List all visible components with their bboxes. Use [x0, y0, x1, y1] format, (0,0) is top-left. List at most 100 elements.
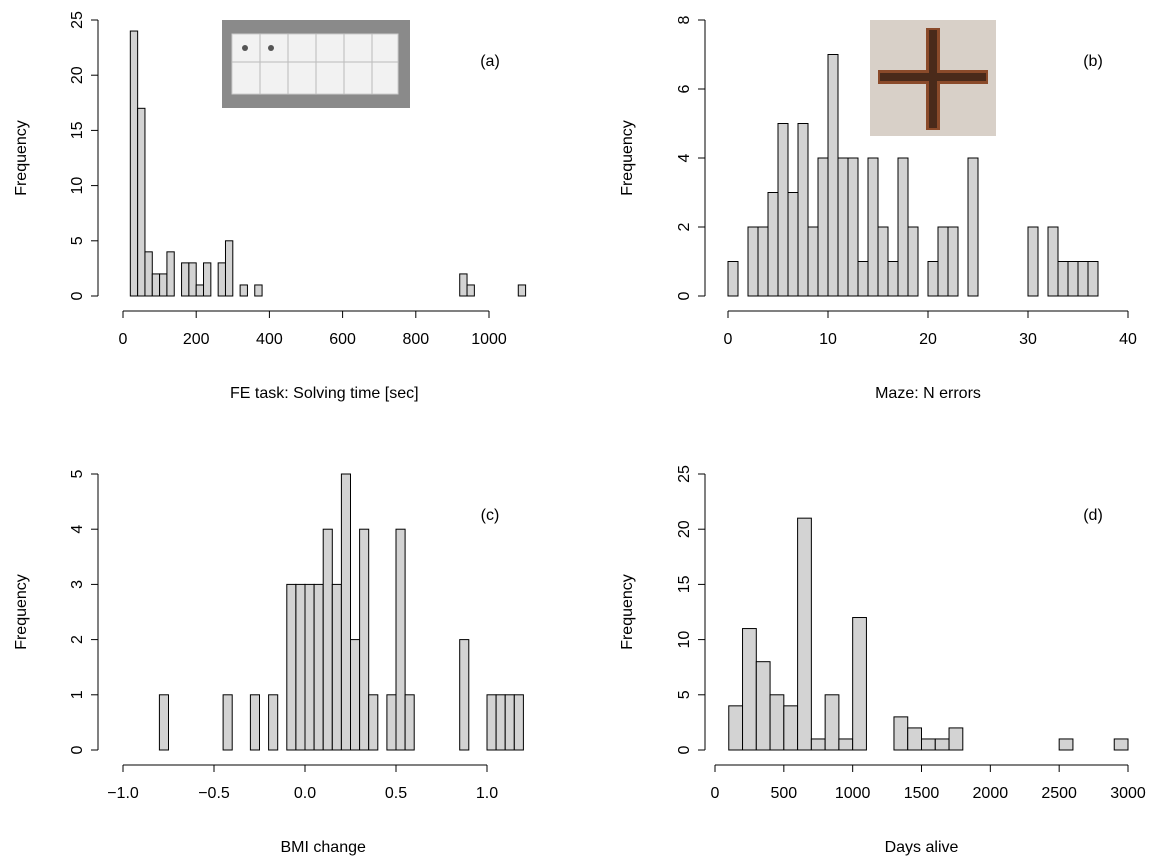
- y-tick-label: 15: [676, 575, 693, 593]
- bar: [937, 226, 949, 297]
- x-tick-label: 0: [119, 331, 128, 348]
- bar: [239, 284, 248, 297]
- y-tick-label: 5: [69, 469, 86, 478]
- bar: [395, 528, 406, 751]
- bar: [827, 54, 839, 297]
- bar: [322, 528, 333, 751]
- x-tick-label: 2500: [1041, 785, 1077, 802]
- panel-annotation: (c): [481, 507, 500, 524]
- y-tick-label: 0: [69, 745, 86, 754]
- y-tick-label: 2: [69, 635, 86, 644]
- bar: [747, 226, 759, 297]
- x-tick-label: 1000: [471, 331, 507, 348]
- bar: [755, 661, 771, 751]
- bar: [513, 694, 524, 751]
- bar: [331, 583, 342, 751]
- bar: [504, 694, 515, 751]
- bar: [222, 694, 233, 751]
- bar: [1067, 261, 1079, 297]
- bar: [948, 727, 964, 751]
- x-tick-label: 800: [402, 331, 429, 348]
- bar: [459, 639, 470, 751]
- bar: [368, 694, 379, 751]
- inset-photo-a: [222, 20, 410, 108]
- x-axis-title: Days alive: [885, 839, 959, 856]
- y-tick-label: 15: [69, 121, 86, 139]
- x-axis-title: FE task: Solving time [sec]: [230, 385, 419, 402]
- bar: [921, 738, 936, 751]
- bar: [129, 30, 139, 297]
- x-tick-label: 1000: [835, 785, 871, 802]
- x-tick-label: 30: [1019, 331, 1037, 348]
- panel-annotation: (d): [1083, 507, 1103, 524]
- bar: [783, 705, 799, 751]
- y-tick-label: 0: [69, 291, 86, 300]
- bar: [158, 694, 169, 751]
- y-tick-label: 5: [69, 236, 86, 245]
- bar: [286, 583, 297, 751]
- bar: [340, 473, 351, 751]
- bar: [159, 273, 168, 297]
- bar: [195, 284, 205, 297]
- bar: [404, 694, 415, 751]
- bar: [466, 284, 475, 297]
- bar: [767, 192, 779, 297]
- y-tick-label: 3: [69, 580, 86, 589]
- y-axis-title: Frequency: [13, 574, 30, 650]
- bar: [838, 738, 854, 751]
- bar: [295, 583, 306, 751]
- x-tick-label: 1500: [904, 785, 940, 802]
- bar: [728, 705, 744, 751]
- bar: [459, 273, 468, 297]
- bar: [144, 251, 153, 297]
- bar: [907, 226, 919, 297]
- x-tick-label: 400: [256, 331, 283, 348]
- bar: [203, 262, 212, 297]
- panel-annotation: (b): [1083, 53, 1103, 70]
- y-tick-label: 25: [69, 11, 86, 29]
- bar: [742, 628, 757, 751]
- bar: [927, 261, 939, 297]
- bar: [495, 694, 506, 751]
- y-tick-label: 20: [676, 520, 693, 538]
- bar: [777, 123, 789, 297]
- bar: [893, 716, 909, 751]
- bar: [877, 226, 889, 297]
- x-tick-label: 0: [724, 331, 733, 348]
- bar: [359, 528, 370, 751]
- x-axis-title: Maze: N errors: [875, 385, 981, 402]
- bar: [837, 157, 849, 297]
- bar: [967, 157, 979, 297]
- bar: [1047, 226, 1059, 297]
- y-tick-label: 10: [69, 177, 86, 195]
- bar: [727, 261, 739, 297]
- bar: [897, 157, 909, 297]
- bar: [181, 262, 190, 297]
- inset-photo-b: [870, 20, 996, 136]
- x-tick-label: 40: [1119, 331, 1137, 348]
- bar: [217, 262, 226, 297]
- y-tick-label: 10: [676, 631, 693, 649]
- x-tick-label: 3000: [1110, 785, 1146, 802]
- bar: [350, 639, 361, 751]
- bar: [249, 694, 260, 751]
- bar: [486, 694, 497, 751]
- y-tick-label: 5: [676, 690, 693, 699]
- bar: [313, 583, 324, 751]
- bar: [807, 226, 819, 297]
- bar: [386, 694, 397, 751]
- bar: [934, 738, 950, 751]
- bar: [797, 123, 809, 297]
- bar: [517, 284, 527, 297]
- bar: [1027, 226, 1039, 297]
- bar: [810, 738, 826, 751]
- bar: [907, 727, 923, 751]
- bar: [166, 251, 175, 297]
- x-tick-label: 20: [919, 331, 937, 348]
- bar: [1087, 261, 1099, 297]
- y-tick-label: 4: [676, 153, 693, 162]
- y-tick-label: 25: [676, 465, 693, 483]
- bar: [137, 107, 146, 297]
- x-axis-title: BMI change: [281, 839, 366, 856]
